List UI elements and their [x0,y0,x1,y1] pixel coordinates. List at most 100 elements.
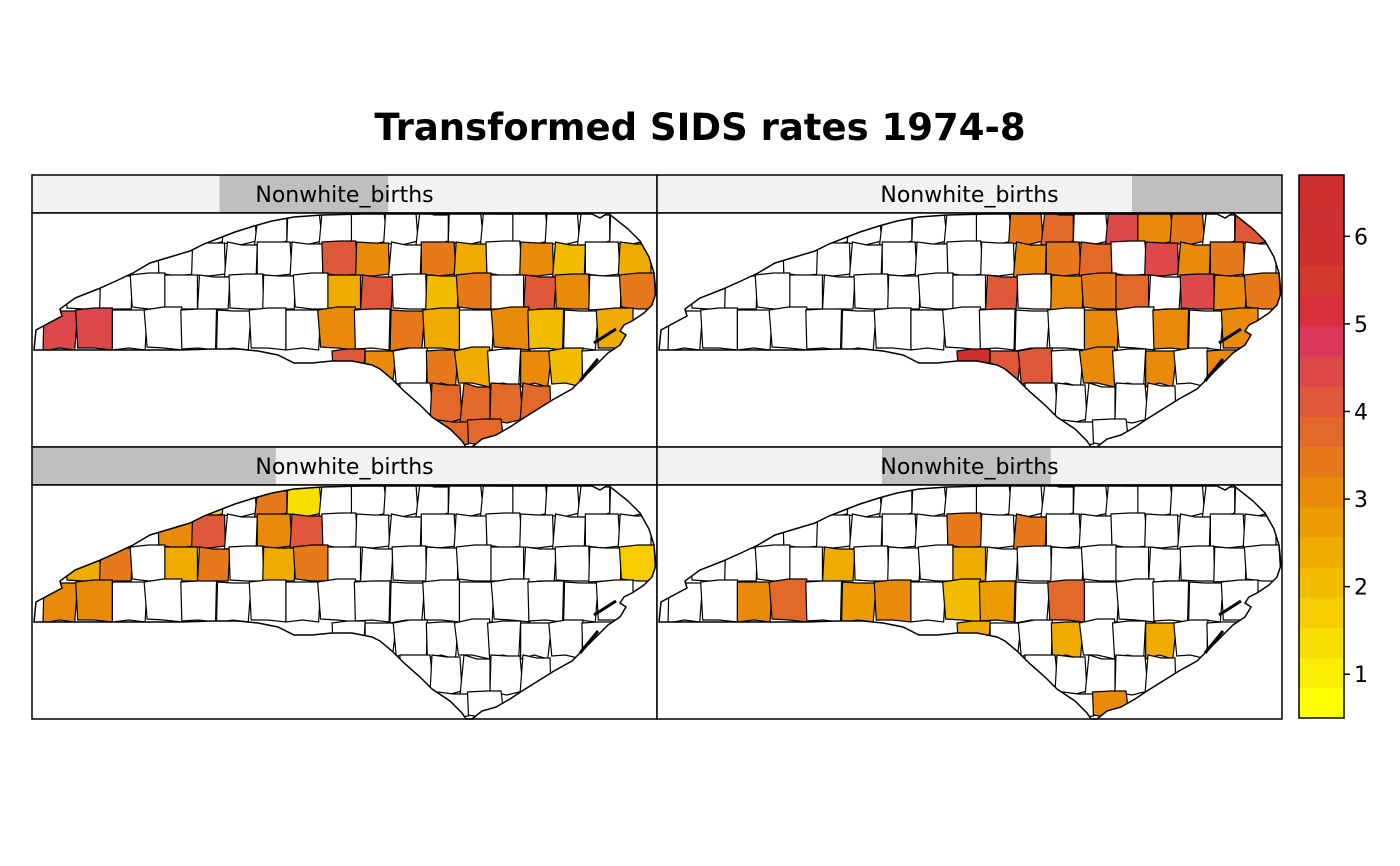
county-polygon [111,309,148,351]
strip-shade [32,447,276,485]
county-polygon [618,544,656,582]
county-polygon [111,581,148,623]
county-polygon [1014,309,1051,352]
county-polygon [789,546,824,582]
county-polygon [75,307,114,351]
county-polygon [1115,306,1156,351]
county-polygon [848,241,883,278]
county-polygon [1054,382,1088,424]
county-polygon [383,485,419,518]
county-polygon [1012,513,1047,550]
map-panel: Nonwhite_births [656,446,1283,720]
county-polygon [512,213,550,246]
county-polygon [1209,241,1246,277]
county-polygon [520,622,553,660]
barrier-island [593,327,617,345]
barrier-island [578,630,600,654]
county-polygon [387,513,422,550]
barrier-island [1218,599,1242,617]
county-polygon [429,382,463,424]
county-polygon [1083,581,1120,623]
county-polygon [143,306,184,351]
county-polygon [389,581,426,624]
county-polygon [486,348,522,388]
county-polygon [458,309,495,351]
county-polygon [1050,546,1084,583]
county-polygon [453,346,491,388]
county-polygon [129,272,168,310]
colorkey-tick-label: 1 [1354,663,1368,688]
county-polygon [318,213,354,246]
county-polygon [1012,241,1047,278]
barrier-island [578,358,600,382]
county-polygon [821,274,856,312]
county-polygon [544,485,581,518]
county-polygon [387,241,422,278]
county-polygon [914,241,949,277]
county-polygon [848,513,883,550]
county-polygon [1104,485,1140,518]
county-polygon [1111,348,1147,388]
county-polygon [551,513,586,550]
county-polygon [289,513,324,549]
county-polygon [1152,580,1190,623]
county-polygon [853,545,890,582]
county-polygon [1014,581,1051,624]
county-polygon [576,213,611,246]
state-outline [658,212,1282,448]
county-polygon [180,308,218,351]
county-polygon [262,274,296,311]
county-polygon [519,513,555,549]
county-polygon [522,546,557,584]
county-polygon [1110,512,1149,549]
county-polygon [554,273,591,310]
county-polygon [490,578,531,623]
colorkey-swatch [1299,567,1344,598]
county-polygon [415,213,449,246]
county-polygon [887,546,921,583]
county-polygon [248,307,287,351]
county-polygon [736,309,773,351]
county-polygon [228,273,265,310]
county-polygon [910,309,947,351]
county-polygon [975,485,1014,518]
county-polygon [143,578,184,623]
county-polygon [1072,485,1110,518]
colorkey-tick-label: 6 [1354,225,1368,250]
county-polygon [425,349,460,388]
county-polygon [910,581,947,623]
county-polygon [1243,272,1281,310]
county-polygon [447,213,485,246]
county-polygon [228,545,265,582]
county-polygon [455,544,494,582]
county-polygon [1080,544,1119,582]
county-polygon [1050,274,1084,311]
map-area [31,212,658,448]
county-polygon [1209,513,1246,549]
colorkey-swatch [1299,416,1344,447]
county-polygon [853,273,890,310]
county-polygon [527,308,565,351]
county-polygon [1173,619,1209,660]
county-polygon [489,654,524,696]
county-polygon [840,309,877,352]
county-polygon [1187,309,1224,352]
county-polygon [943,485,979,518]
county-polygon [1201,485,1236,518]
county-polygon [317,578,357,623]
county-polygon [1054,654,1088,696]
county-polygon [459,654,491,696]
county-polygon [490,274,525,310]
county-polygon [1145,622,1178,660]
county-polygon [458,581,495,623]
county-polygon [917,272,956,310]
county-polygon [914,513,949,549]
county-polygon [942,578,982,623]
county-polygon [359,546,394,584]
county-polygon [420,241,457,277]
county-polygon [984,546,1019,584]
county-polygon [1201,213,1236,246]
county-polygon [1008,213,1044,246]
county-polygon [447,485,485,518]
counties [42,485,656,719]
